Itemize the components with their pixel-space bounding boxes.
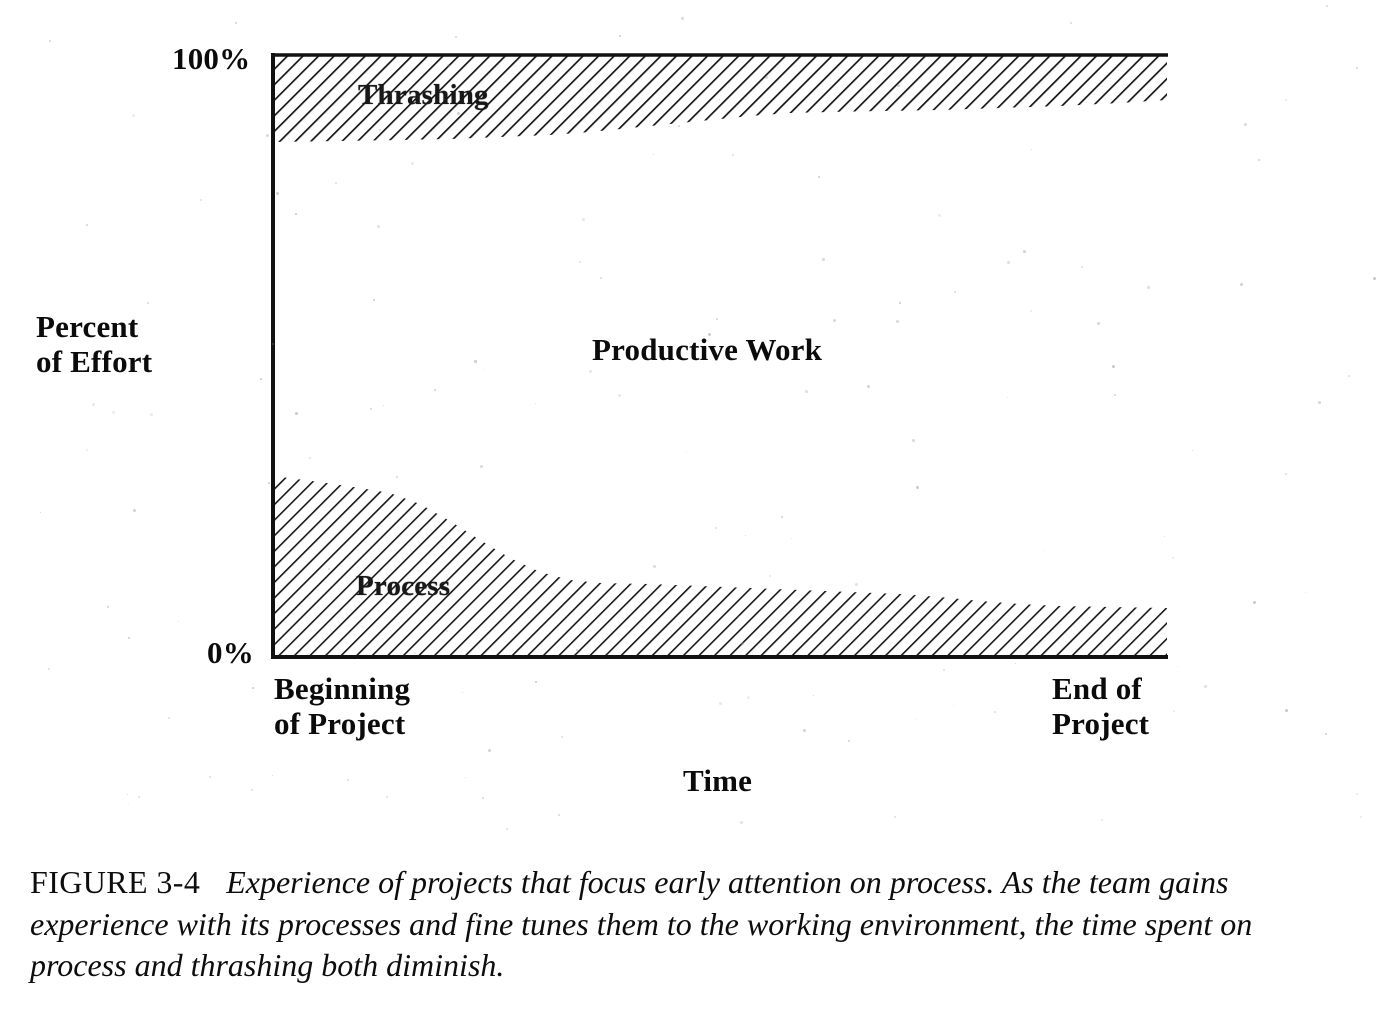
y-axis-tick-0: 0% [207, 635, 254, 670]
band-label-productive-work: Productive Work [592, 332, 823, 367]
chart-plot-svg [271, 53, 1168, 659]
area-process [273, 476, 1167, 657]
x-axis-title: Time [683, 763, 753, 798]
figure-caption-text: Experience of projects that focus early … [30, 864, 1253, 984]
band-label-process: Process [356, 570, 451, 602]
figure-caption-label: FIGURE 3-4 [30, 864, 201, 900]
figure-caption: FIGURE 3-4 Experience of projects that fo… [30, 862, 1350, 987]
x-axis-tick-beginning: Beginning of Project [274, 671, 411, 741]
area-thrashing [273, 55, 1167, 142]
x-axis-tick-end: End of Project [1052, 671, 1150, 741]
band-label-thrashing: Thrashing [358, 79, 489, 111]
y-axis-title-line1: Percent of Effort [36, 309, 153, 379]
y-axis-tick-100: 100% [172, 41, 251, 76]
y-axis-title: Percent of Effort [36, 309, 153, 379]
chart-area: 100% 0% Percent of Effort Beginning of Pro… [36, 41, 1168, 798]
